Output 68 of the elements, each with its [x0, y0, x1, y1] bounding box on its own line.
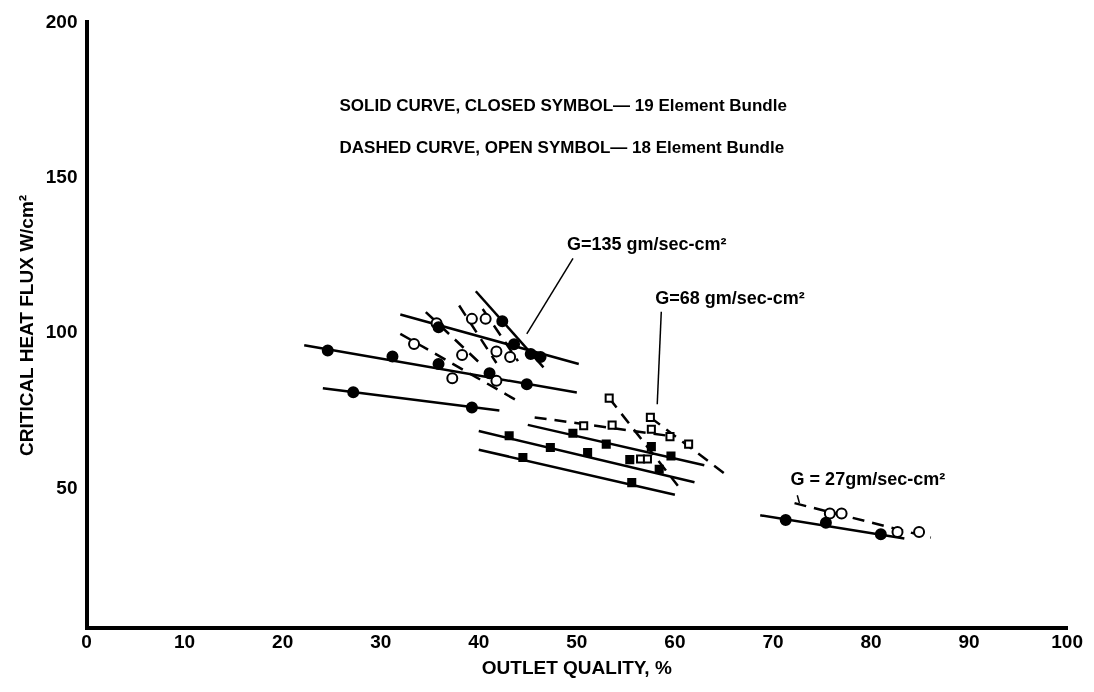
y-axis-title: CRITICAL HEAT FLUX W/cm² — [15, 194, 37, 456]
point — [568, 428, 578, 438]
point — [504, 431, 514, 441]
point — [579, 421, 589, 431]
x-tick-label: 60 — [664, 631, 686, 653]
point — [490, 374, 503, 387]
point — [347, 386, 360, 399]
point — [625, 455, 635, 465]
point — [604, 393, 614, 403]
x-tick-label: 50 — [566, 631, 588, 653]
x-tick-label: 10 — [174, 631, 196, 653]
point — [646, 424, 656, 434]
point — [465, 401, 478, 414]
point — [496, 315, 509, 328]
point — [479, 312, 492, 325]
point — [534, 351, 547, 364]
x-tick-label: 30 — [370, 631, 392, 653]
x-tick-label: 20 — [272, 631, 294, 653]
point — [684, 439, 694, 449]
point — [819, 516, 832, 529]
point — [835, 507, 848, 520]
annotation: G=135 gm/sec-cm² — [567, 234, 727, 255]
point — [432, 357, 445, 370]
point — [321, 344, 334, 357]
annotation: G=68 gm/sec-cm² — [655, 287, 805, 308]
x-tick-label: 40 — [468, 631, 490, 653]
point — [408, 338, 421, 351]
point — [636, 454, 646, 464]
point — [483, 367, 496, 380]
point — [823, 507, 836, 520]
x-tick-label: 90 — [958, 631, 980, 653]
point — [456, 348, 469, 361]
point — [779, 513, 792, 526]
point — [627, 478, 637, 488]
point — [520, 378, 533, 391]
point — [432, 321, 445, 334]
x-tick-label: 0 — [81, 631, 92, 653]
annotation: G = 27gm/sec-cm² — [790, 468, 946, 489]
point — [666, 451, 676, 461]
point — [490, 345, 503, 358]
x-axis-title: OUTLET QUALITY, % — [481, 656, 672, 678]
point — [504, 351, 517, 364]
point — [601, 439, 611, 449]
point — [386, 350, 399, 363]
point — [545, 443, 555, 453]
x-tick-label: 80 — [860, 631, 882, 653]
point — [654, 464, 664, 474]
point — [665, 432, 675, 442]
point — [446, 372, 459, 385]
point — [646, 442, 656, 452]
annotation: DASHED CURVE, OPEN SYMBOL— 18 Element Bundle — [339, 137, 785, 157]
y-tick-label: 100 — [45, 321, 78, 343]
x-tick-label: 100 — [1051, 631, 1083, 653]
point — [645, 412, 655, 422]
point — [518, 452, 528, 463]
y-tick-label: 200 — [45, 10, 78, 32]
point — [607, 420, 617, 430]
point — [524, 347, 537, 360]
y-tick-label: 150 — [45, 166, 78, 188]
point — [913, 526, 926, 539]
y-tick-label: 50 — [56, 476, 78, 498]
point — [465, 312, 478, 325]
point — [583, 447, 593, 458]
annotation: SOLID CURVE, CLOSED SYMBOL— 19 Element Bundle — [339, 95, 787, 115]
point — [508, 338, 521, 351]
x-tick-label: 70 — [762, 631, 784, 653]
point — [642, 454, 652, 464]
point — [874, 528, 887, 541]
